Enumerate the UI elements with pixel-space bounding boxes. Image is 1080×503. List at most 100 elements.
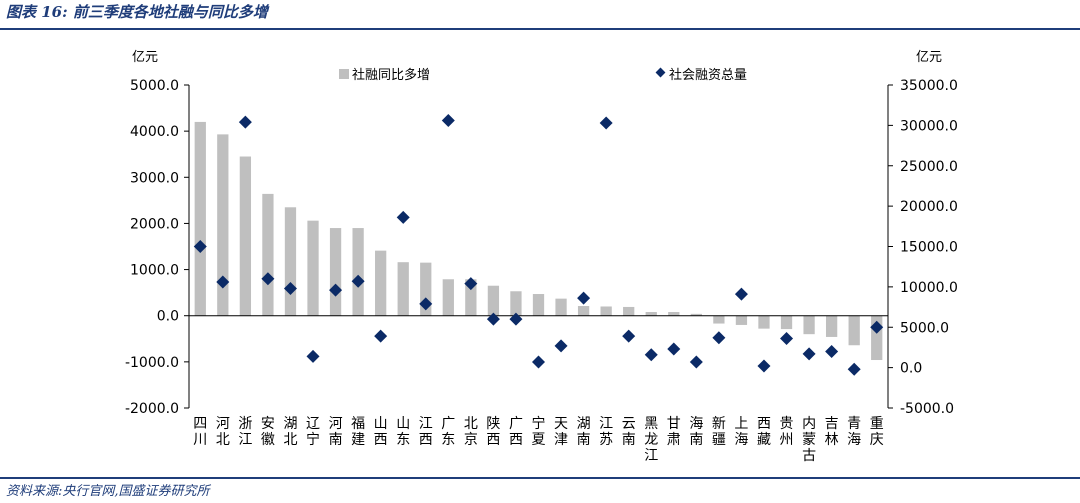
bar-浙江 xyxy=(239,156,252,316)
marker-四川 xyxy=(193,240,207,253)
bar-黑龙江 xyxy=(645,312,657,316)
category-label-浙江: 浙江 xyxy=(238,416,252,448)
marker-甘肃 xyxy=(667,342,681,356)
left-axis-unit-label: 亿元 xyxy=(132,50,158,65)
bar-江苏 xyxy=(600,306,612,316)
marker-天津 xyxy=(554,339,568,353)
chart: 亿元 亿元 社融同比多增 社会融资总量 5000.0 4000.0 3000.0 20… xyxy=(125,50,958,464)
category-label-福建: 福建 xyxy=(351,416,365,448)
marker-西藏 xyxy=(757,359,771,373)
right-tick-label: 20000.0 xyxy=(900,199,958,215)
bar-安徽 xyxy=(262,193,274,316)
bar-贵州 xyxy=(780,315,793,330)
category-label-贵州: 贵州 xyxy=(780,416,794,448)
bar-辽宁 xyxy=(307,220,319,316)
category-label-天津: 天津 xyxy=(554,416,568,448)
legend-bar-label: 社融同比多增 xyxy=(352,67,430,83)
bar-series xyxy=(194,121,883,361)
bar-江西 xyxy=(420,262,432,316)
category-label-四川: 四川 xyxy=(193,416,207,448)
bar-广东 xyxy=(442,279,454,316)
left-tick-label: 4000.0 xyxy=(130,124,179,140)
category-label-宁夏: 宁夏 xyxy=(532,415,546,448)
category-label-海南: 海南 xyxy=(689,416,703,448)
category-label-山东: 山东 xyxy=(396,416,410,448)
category-label-内蒙古: 内蒙古 xyxy=(802,416,816,464)
right-tick-label: 25000.0 xyxy=(900,159,958,175)
category-label-甘肃: 甘肃 xyxy=(667,416,681,448)
bar-甘肃 xyxy=(668,312,680,316)
category-label-河北: 河北 xyxy=(216,416,230,448)
marker-吉林 xyxy=(825,344,839,358)
bar-福建 xyxy=(352,228,364,316)
marker-浙江 xyxy=(238,115,252,129)
left-tick-label: -1000.0 xyxy=(125,355,179,371)
category-label-西藏: 西藏 xyxy=(757,416,771,448)
bar-湖南 xyxy=(577,306,590,316)
left-tick-label: -2000.0 xyxy=(125,401,179,417)
bar-天津 xyxy=(555,298,567,316)
marker-江苏 xyxy=(599,116,613,130)
source-rule xyxy=(0,477,1080,479)
bar-内蒙古 xyxy=(803,315,815,335)
bar-新疆 xyxy=(713,315,725,324)
marker-云南 xyxy=(622,329,636,343)
right-tick-label: 35000.0 xyxy=(900,78,958,94)
marker-内蒙古 xyxy=(802,347,816,361)
marker-海南 xyxy=(689,355,703,369)
marker-广东 xyxy=(441,114,455,128)
bar-青海 xyxy=(848,315,860,346)
marker-山东 xyxy=(396,210,410,224)
category-label-湖北: 湖北 xyxy=(283,416,297,448)
marker-贵州 xyxy=(780,332,794,346)
category-label-广西: 广西 xyxy=(509,416,523,448)
left-tick-label: 2000.0 xyxy=(130,216,179,232)
bar-吉林 xyxy=(825,315,838,337)
bar-上海 xyxy=(735,315,748,325)
legend-bar-swatch xyxy=(339,69,349,79)
bar-四川 xyxy=(194,121,206,316)
right-tick-label: 10000.0 xyxy=(900,280,958,296)
marker-宁夏 xyxy=(532,355,545,369)
bar-河南 xyxy=(329,228,342,316)
bar-陕西 xyxy=(487,285,500,316)
right-tick-label: 15000.0 xyxy=(900,240,958,256)
right-axis-unit-label: 亿元 xyxy=(916,50,942,65)
bar-山西 xyxy=(375,250,387,316)
bar-云南 xyxy=(623,306,635,316)
bar-广西 xyxy=(510,291,522,316)
marker-黑龙江 xyxy=(644,348,658,362)
bar-宁夏 xyxy=(532,294,545,316)
category-label-安徽: 安徽 xyxy=(261,416,275,448)
left-axis-ticks: 5000.0 4000.0 3000.0 2000.0 1000.0 0.0 -1000.0… xyxy=(125,78,189,417)
bar-海南 xyxy=(690,313,702,316)
category-label-山西: 山西 xyxy=(374,416,388,448)
bar-河北 xyxy=(217,134,229,316)
marker-福建 xyxy=(351,274,365,288)
category-label-吉林: 吉林 xyxy=(825,416,839,448)
category-label-新疆: 新疆 xyxy=(712,416,726,448)
category-labels: 四川河北浙江安徽湖北辽宁河南福建山西山东江西广东北京陕西广西宁夏天津湖南江苏云南… xyxy=(193,415,883,464)
right-tick-label: 30000.0 xyxy=(900,118,958,134)
left-tick-label: 0.0 xyxy=(157,309,179,325)
category-label-重庆: 重庆 xyxy=(870,416,884,448)
marker-新疆 xyxy=(712,331,726,345)
category-label-云南: 云南 xyxy=(622,416,636,448)
figure-source: 资料来源:央行官网,国盛证券研究所 xyxy=(6,484,210,499)
legend-marker-swatch xyxy=(655,67,666,78)
category-label-河南: 河南 xyxy=(329,416,343,448)
category-label-陕西: 陕西 xyxy=(486,416,500,448)
marker-湖南 xyxy=(577,291,591,305)
left-tick-label: 1000.0 xyxy=(130,263,179,279)
bar-山东 xyxy=(397,262,409,316)
category-label-上海: 上海 xyxy=(734,416,748,448)
marker-辽宁 xyxy=(306,349,320,363)
category-label-北京: 北京 xyxy=(464,416,478,448)
marker-河北 xyxy=(216,275,230,289)
right-tick-label: 5000.0 xyxy=(900,320,949,336)
category-label-青海: 青海 xyxy=(847,416,861,448)
category-label-江苏: 江苏 xyxy=(599,416,613,448)
right-axis-ticks: 35000.0 30000.0 25000.0 20000.0 15000.0 10000… xyxy=(888,78,958,417)
bar-重庆 xyxy=(871,315,883,361)
bar-西藏 xyxy=(758,315,770,329)
